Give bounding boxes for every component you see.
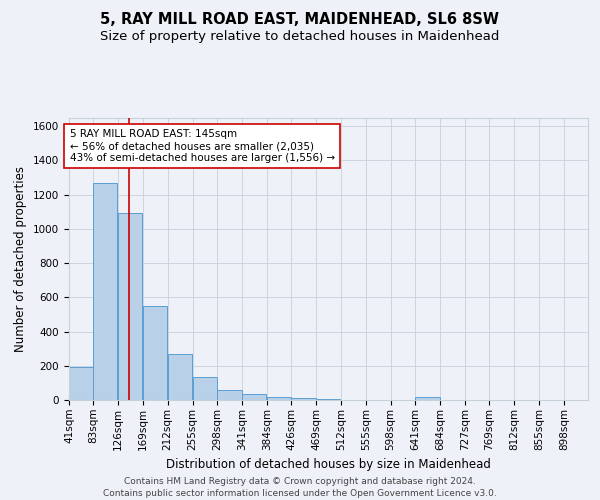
Bar — [93, 182, 118, 400]
Bar — [415, 398, 440, 400]
Bar — [143, 306, 167, 400]
Y-axis label: Number of detached properties: Number of detached properties — [14, 166, 28, 352]
Bar — [316, 398, 340, 400]
Text: 5 RAY MILL ROAD EAST: 145sqm
← 56% of detached houses are smaller (2,035)
43% of: 5 RAY MILL ROAD EAST: 145sqm ← 56% of de… — [70, 130, 335, 162]
Text: Contains HM Land Registry data © Crown copyright and database right 2024.: Contains HM Land Registry data © Crown c… — [124, 478, 476, 486]
Bar — [69, 366, 93, 400]
Bar — [291, 398, 316, 400]
Bar — [118, 212, 142, 400]
Bar — [168, 354, 192, 400]
Bar — [217, 390, 242, 400]
Bar — [242, 394, 266, 400]
Bar — [267, 397, 291, 400]
Bar — [193, 377, 217, 400]
Text: Size of property relative to detached houses in Maidenhead: Size of property relative to detached ho… — [100, 30, 500, 43]
X-axis label: Distribution of detached houses by size in Maidenhead: Distribution of detached houses by size … — [166, 458, 491, 471]
Text: Contains public sector information licensed under the Open Government Licence v3: Contains public sector information licen… — [103, 489, 497, 498]
Text: 5, RAY MILL ROAD EAST, MAIDENHEAD, SL6 8SW: 5, RAY MILL ROAD EAST, MAIDENHEAD, SL6 8… — [101, 12, 499, 28]
